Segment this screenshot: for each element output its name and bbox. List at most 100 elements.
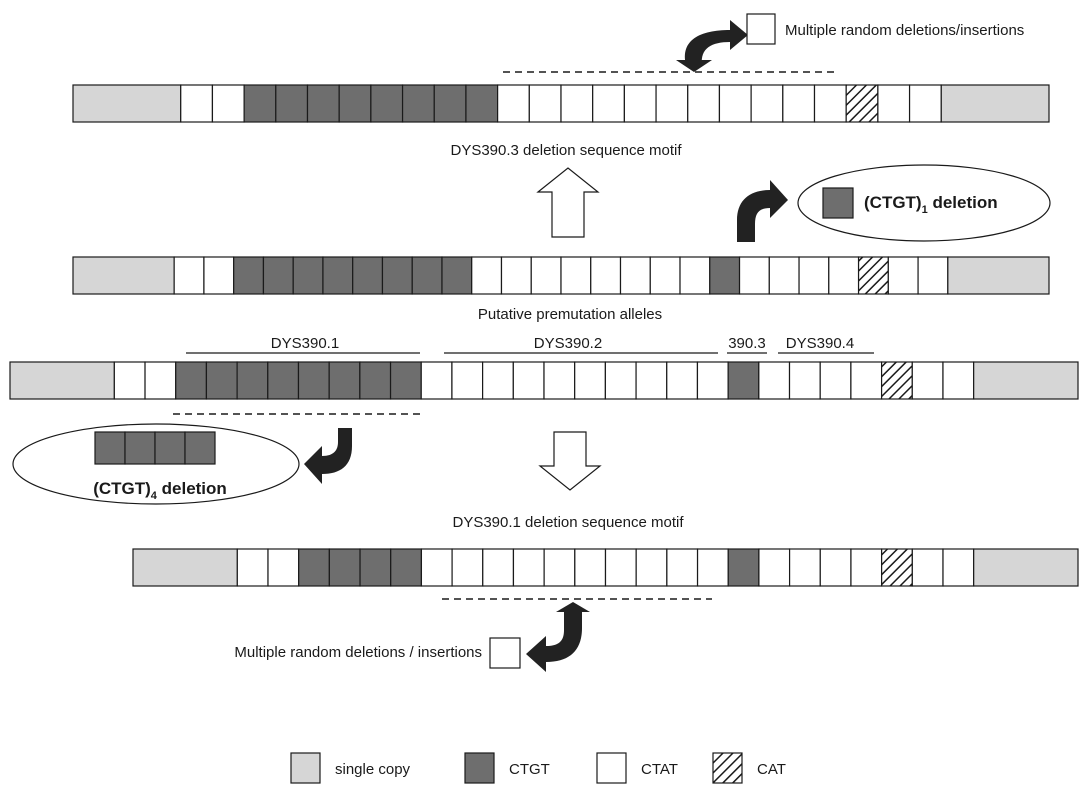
repeat-unit-ctat [908,84,942,123]
repeat-unit-ctgt [359,361,392,400]
repeat-unit-cat [880,361,913,400]
repeat-unit-ctat [543,361,576,400]
repeat-unit-ctat [267,548,300,587]
repeat-unit-ctgt [297,361,330,400]
ctgt-unit-icon [822,187,854,219]
repeat-unit-ctgt [322,256,354,295]
repeat-unit-ctat [497,84,530,123]
repeat-unit-ctat [738,256,770,295]
region-390-1-label: DYS390.1 [271,335,339,352]
repeat-unit-ctat [819,361,852,400]
repeat-unit-ctat [574,548,607,587]
repeat-unit-ctat [211,84,245,123]
repeat-unit-ctat [788,548,821,587]
repeat-unit-ctgt [262,256,294,295]
repeat-unit-ctgt [465,84,499,123]
ctgt1-deletion-label: (CTGT)1 deletion [864,193,998,216]
ctgt1-deletion-callout: (CTGT)1 deletion [737,164,1051,242]
legend-label-single: single copy [335,761,411,778]
curved-arrow-ctgt1 [737,180,788,242]
repeat-unit-single [947,256,1050,295]
repeat-unit-ctgt [389,361,422,400]
repeat-unit-ctat [718,84,752,123]
repeat-unit-ctgt [359,548,392,587]
repeat-unit-single [72,256,175,295]
repeat-unit-ctgt [709,256,741,295]
repeat-unit-ctgt [328,361,361,400]
repeat-unit-ctgt [306,84,340,123]
repeat-unit-ctat [604,548,637,587]
curved-arrow-bottom-head [556,602,590,612]
repeat-unit-cat [881,548,913,587]
repeat-unit-single [72,84,182,123]
repeat-unit-ctat [420,361,453,400]
repeat-unit-single [973,548,1079,587]
legend-swatch-single [290,752,321,784]
repeat-unit-ctat [911,548,944,587]
curved-arrow-bottom [526,612,582,672]
repeat-unit-ctat [619,256,651,295]
hollow-up-arrow [536,167,600,238]
repeat-unit-ctat [173,256,205,295]
region-390-3-label: 390.3 [728,335,766,352]
bottom-insertions-label: Multiple random deletions / insertions [234,644,482,661]
repeat-unit-ctat [635,548,668,587]
repeat-unit-single [940,84,1050,123]
curved-arrow-top-head [676,60,712,72]
repeat-unit-ctgt [433,84,467,123]
repeat-unit-ctat [203,256,235,295]
repeat-unit-ctgt [352,256,384,295]
legend-swatch-ctgt [464,752,495,784]
repeat-unit-ctgt [727,548,760,587]
repeat-unit-ctat [236,548,269,587]
legend-label-ctat: CTAT [641,761,678,778]
strand-dys390-3-motif [72,84,1050,123]
ctgt1-ellipse [797,164,1051,242]
repeat-unit-ctat [512,361,545,400]
repeat-unit-ctgt [233,256,265,295]
repeat-unit-ctgt [298,548,330,587]
legend-label-cat: CAT [757,761,786,778]
curved-arrow-top [684,20,748,65]
repeat-unit-ctat [451,548,484,587]
dys390-3-motif-label: DYS390.3 deletion sequence motif [451,142,683,159]
repeat-unit-ctat [850,548,883,587]
repeat-unit-ctat [828,256,860,295]
repeat-unit-ctat [592,84,625,123]
repeat-unit-ctgt [727,361,760,400]
strand-ancestral [9,361,1079,400]
repeat-unit-ctat [666,548,699,587]
repeat-unit-ctat [482,548,515,587]
strand-dys390-1-motif [132,548,1079,587]
repeat-unit-ctat [649,256,681,295]
legend-swatch-cat [712,752,743,784]
legend: single copy CTGT CTAT CAT [290,752,786,784]
repeat-unit-ctat [911,361,944,400]
bottom-insertions-callout: Multiple random deletions / insertions [234,598,712,672]
ctgt4-deletion-callout: (CTGT)4 deletion [12,423,352,505]
repeat-unit-ctat [180,84,214,123]
repeat-unit-ctat [543,548,576,587]
repeat-unit-ctat [798,256,830,295]
repeat-unit-ctat [604,361,637,400]
strand-premutation [72,256,1050,295]
repeat-unit-ctgt [292,256,324,295]
repeat-unit-single [973,361,1079,400]
repeat-unit-ctgt [390,548,423,587]
repeat-unit-ctat [758,361,791,400]
repeat-unit-ctat [782,84,816,123]
repeat-unit-ctat [917,256,949,295]
repeat-unit-ctat [482,361,514,400]
repeat-unit-ctgt [175,361,208,400]
top-insertions-label: Multiple random deletions/insertions [785,22,1024,39]
dys390-1-motif-label: DYS390.1 deletion sequence motif [453,514,685,531]
repeat-unit-ctgt [243,84,277,123]
repeat-unit-ctgt [328,548,361,587]
repeat-unit-ctat [850,361,883,400]
repeat-unit-ctat [679,256,711,295]
repeat-unit-ctat [666,361,699,400]
repeat-unit-ctgt [267,361,300,400]
repeat-unit-ctat [758,548,791,587]
repeat-unit-ctat [113,361,146,400]
curved-arrow-ctgt4 [304,428,352,484]
